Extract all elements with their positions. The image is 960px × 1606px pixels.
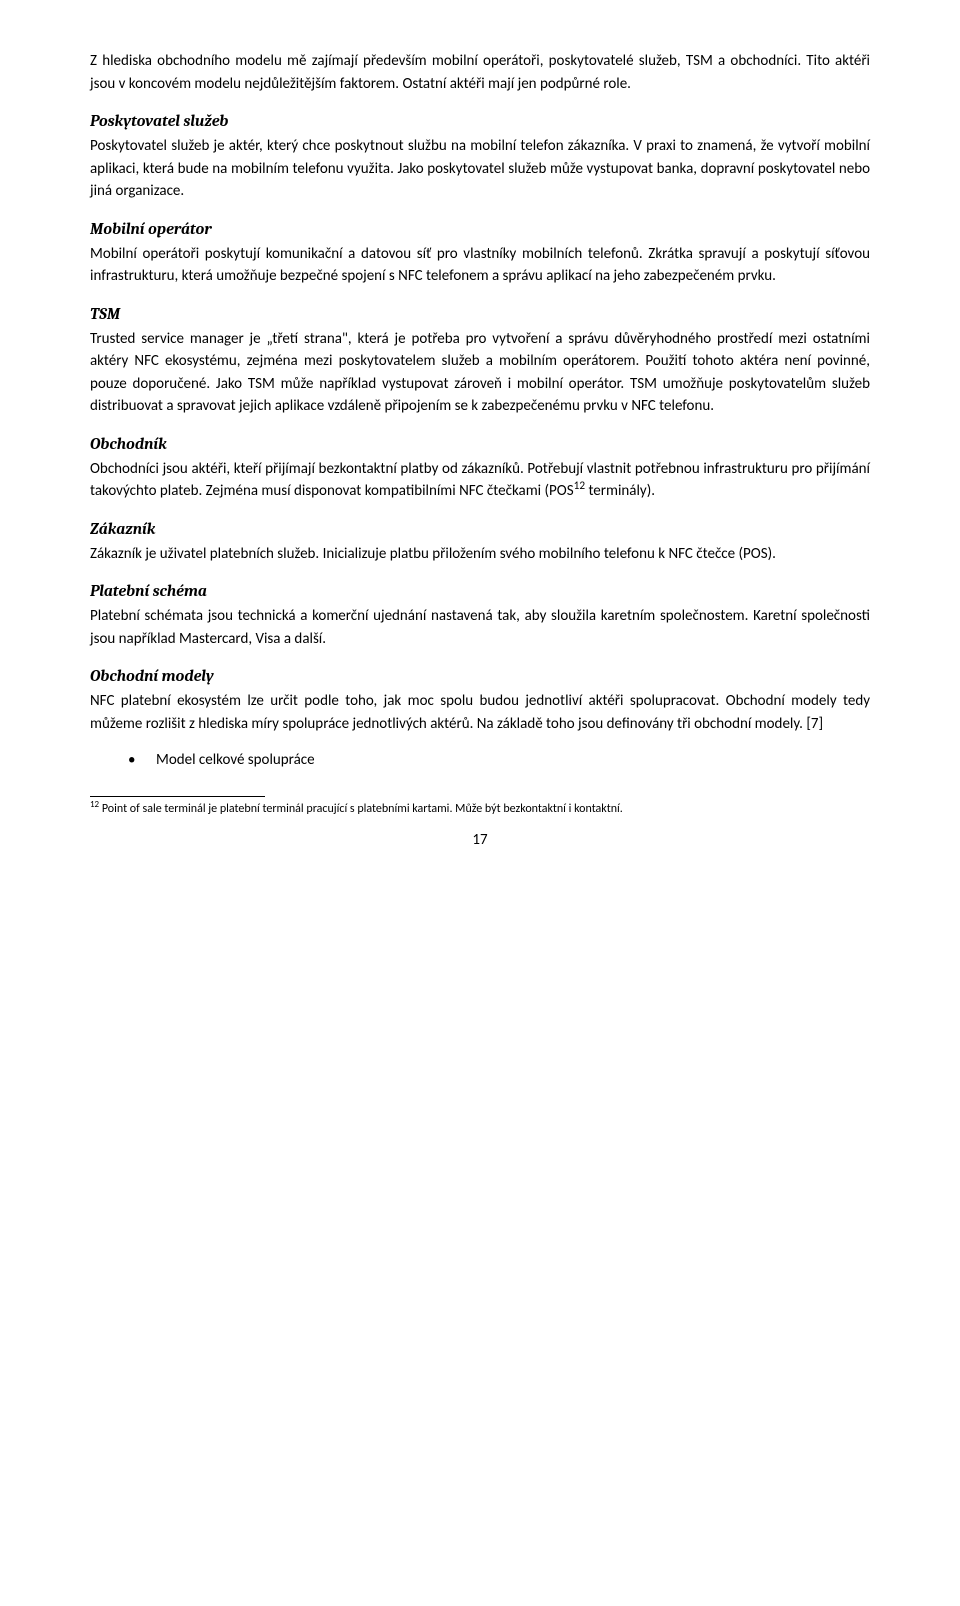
heading-operator: Mobilní operátor — [90, 217, 870, 241]
list-item: Model celkové spolupráce — [128, 749, 870, 772]
page-number: 17 — [90, 829, 870, 852]
heading-poskytovatel: Poskytovatel služeb — [90, 109, 870, 133]
bullet-list: Model celkové spolupráce — [128, 749, 870, 772]
body-operator: Mobilní operátoři poskytují komunikační … — [90, 243, 870, 288]
sup-obchodnik: 12 — [574, 479, 585, 493]
body-modely: NFC platební ekosystém lze určit podle t… — [90, 690, 870, 735]
heading-tsm: TSM — [90, 302, 870, 326]
heading-modely: Obchodní modely — [90, 664, 870, 688]
body-poskytovatel: Poskytovatel služeb je aktér, který chce… — [90, 135, 870, 203]
heading-obchodnik: Obchodník — [90, 432, 870, 456]
footnote-sup: 12 — [90, 799, 99, 810]
heading-schema: Platební schéma — [90, 579, 870, 603]
body-obchodnik-post: terminály). — [585, 482, 655, 500]
body-obchodnik: Obchodníci jsou aktéři, kteří přijímají … — [90, 458, 870, 503]
heading-zakaznik: Zákazník — [90, 517, 870, 541]
intro-paragraph: Z hlediska obchodního modelu mě zajímají… — [90, 50, 870, 95]
body-tsm: Trusted service manager je „třetí strana… — [90, 328, 870, 418]
body-obchodnik-pre: Obchodníci jsou aktéři, kteří přijímají … — [90, 460, 870, 501]
body-schema: Platební schémata jsou technická a komer… — [90, 605, 870, 650]
footnote-text: Point of sale terminál je platební termi… — [99, 802, 623, 816]
footnote-rule — [90, 796, 265, 797]
footnote: 12 Point of sale terminál je platební te… — [90, 801, 870, 817]
body-zakaznik: Zákazník je uživatel platebních služeb. … — [90, 543, 870, 566]
